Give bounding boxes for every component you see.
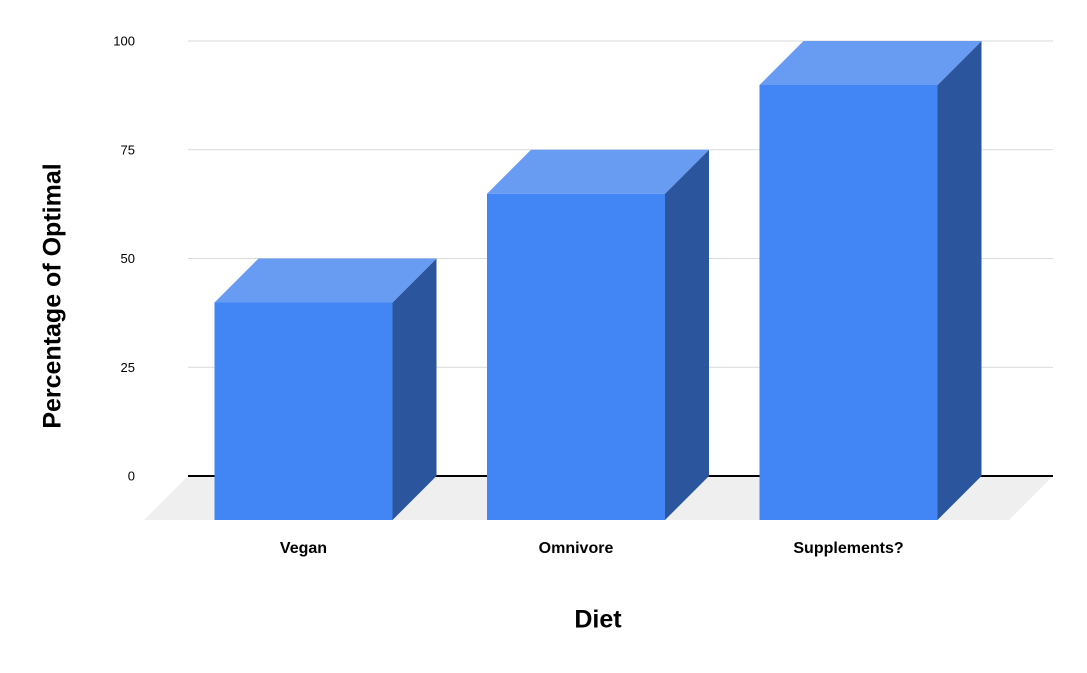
y-tick-label: 25 [121,360,135,375]
x-axis-title: Diet [574,605,622,634]
bar-top-face [759,41,982,85]
category-label: Supplements? [793,540,903,557]
bar-front-face [214,302,393,520]
y-tick-label: 75 [121,142,135,157]
y-tick-label: 50 [121,251,135,266]
category-label: Vegan [280,540,327,557]
y-axis-title: Percentage of Optimal [38,163,67,429]
bar-front-face [487,193,665,520]
bar-front-face [759,85,938,520]
bar-top-face [487,149,709,194]
category-label: Omnivore [539,540,614,557]
y-tick-label: 0 [128,469,135,484]
bar-side-face [392,258,437,520]
bar-side-face [937,41,982,520]
bar-top-face [214,258,437,303]
bar-side-face [665,149,709,520]
y-tick-label: 100 [113,34,135,49]
